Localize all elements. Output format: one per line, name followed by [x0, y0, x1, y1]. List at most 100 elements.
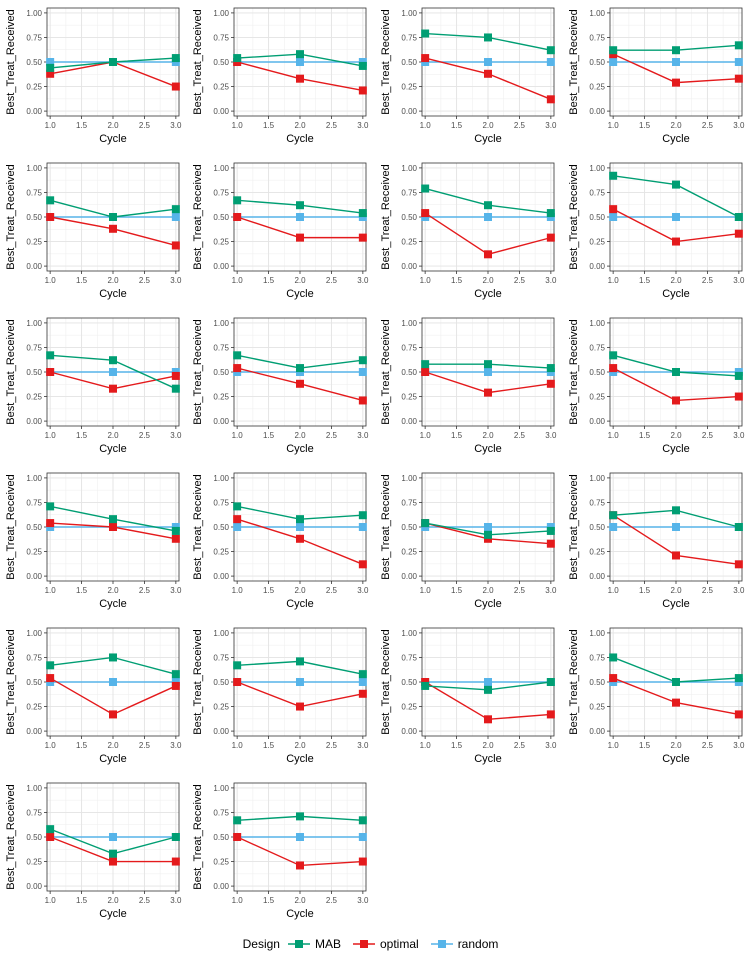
x-axis-title: Cycle	[99, 288, 127, 300]
data-point-random	[358, 678, 367, 686]
y-tick-label: 1.00	[401, 629, 417, 638]
y-tick-label: 0.75	[401, 188, 417, 197]
x-tick-label: 1.5	[76, 741, 88, 750]
x-axis-title: Cycle	[474, 133, 502, 145]
y-tick-label: 0.00	[401, 262, 417, 271]
data-point-optimal	[296, 233, 304, 242]
data-point-mab	[296, 657, 304, 666]
x-axis-title: Cycle	[662, 753, 690, 765]
y-tick-label: 0.00	[213, 572, 229, 581]
x-tick-label: 2.5	[514, 276, 526, 285]
x-axis-title: Cycle	[474, 443, 502, 455]
data-point-optimal	[171, 371, 180, 380]
x-axis-title: Cycle	[286, 288, 314, 300]
legend-item-optimal: optimal	[353, 937, 419, 951]
y-axis-title: Best_Treat_Received	[380, 319, 392, 424]
y-tick-label: 0.50	[401, 58, 417, 67]
data-point-optimal	[358, 857, 367, 866]
y-tick-label: 0.25	[213, 83, 229, 92]
y-tick-label: 0.00	[589, 417, 605, 426]
x-tick-label: 1.5	[639, 741, 651, 750]
data-point-mab	[233, 502, 242, 511]
data-point-optimal	[46, 213, 55, 221]
data-point-optimal	[672, 551, 680, 560]
facet-panel: 0.00 0.25 0.50 0.75 1.00 1.0 1.5 2.0 2.5 3.0 Cycle…	[5, 7, 182, 145]
y-tick-label: 0.25	[26, 393, 42, 402]
data-point-optimal	[609, 205, 618, 214]
data-point-mab	[672, 678, 680, 686]
x-tick-label: 3.0	[733, 276, 745, 285]
y-axis-title: Best_Treat_Received	[5, 319, 17, 424]
x-tick-label: 2.0	[107, 896, 119, 905]
x-axis-title: Cycle	[662, 598, 690, 610]
y-tick-label: 0.75	[401, 653, 417, 662]
y-tick-label: 0.25	[401, 393, 417, 402]
data-point-mab	[734, 371, 743, 380]
x-tick-label: 2.0	[482, 586, 494, 595]
data-point-mab	[734, 523, 743, 531]
data-point-optimal	[546, 95, 555, 104]
data-point-random	[672, 523, 680, 531]
data-point-random	[46, 58, 55, 66]
data-point-optimal	[358, 560, 367, 569]
y-tick-label: 0.75	[213, 33, 229, 42]
x-tick-label: 2.0	[107, 431, 119, 440]
data-point-mab	[46, 661, 55, 670]
data-point-mab	[46, 351, 55, 360]
x-tick-label: 1.0	[45, 741, 57, 750]
x-tick-label: 2.0	[294, 586, 306, 595]
data-point-optimal	[672, 237, 680, 246]
data-point-mab	[171, 205, 180, 214]
facet-panel: 0.00 0.25 0.50 0.75 1.00 1.0 1.5 2.0 2.5 3.0 Cycle…	[192, 627, 369, 765]
x-tick-label: 3.0	[733, 431, 745, 440]
x-tick-label: 3.0	[545, 586, 557, 595]
x-tick-label: 3.0	[170, 586, 182, 595]
data-point-random	[484, 58, 492, 66]
x-tick-label: 2.0	[107, 741, 119, 750]
facet-panel: 0.00 0.25 0.50 0.75 1.00 1.0 1.5 2.0 2.5 3.0 Cycle…	[192, 317, 369, 455]
data-point-optimal	[296, 379, 304, 388]
x-tick-label: 2.5	[702, 741, 714, 750]
y-tick-label: 0.75	[26, 343, 42, 352]
y-axis-title: Best_Treat_Received	[192, 474, 204, 579]
data-point-mab	[609, 171, 618, 180]
y-tick-label: 0.75	[213, 343, 229, 352]
y-tick-label: 0.50	[213, 58, 229, 67]
x-tick-label: 3.0	[357, 121, 369, 130]
data-point-mab	[46, 196, 55, 205]
legend-label-optimal: optimal	[380, 937, 419, 951]
y-tick-label: 1.00	[401, 164, 417, 173]
y-tick-label: 0.50	[213, 213, 229, 222]
data-point-mab	[609, 511, 618, 520]
y-tick-label: 0.25	[401, 548, 417, 557]
y-axis-title: Best_Treat_Received	[5, 474, 17, 579]
facet-panel: 0.00 0.25 0.50 0.75 1.00 1.0 1.5 2.0 2.5 3.0 Cycle…	[5, 782, 182, 920]
y-tick-label: 1.00	[26, 784, 42, 793]
data-point-optimal	[421, 54, 430, 63]
data-point-mab	[421, 184, 430, 193]
x-tick-label: 2.5	[326, 431, 338, 440]
y-tick-label: 0.50	[26, 368, 42, 377]
y-tick-label: 0.25	[26, 548, 42, 557]
x-tick-label: 2.0	[670, 276, 682, 285]
x-tick-label: 1.0	[420, 276, 432, 285]
y-tick-label: 0.25	[26, 703, 42, 712]
y-tick-label: 0.00	[213, 107, 229, 116]
x-tick-label: 1.0	[608, 741, 620, 750]
legend-label-mab: MAB	[314, 937, 341, 951]
data-point-mab	[171, 384, 180, 393]
y-tick-label: 0.00	[26, 262, 42, 271]
x-tick-label: 2.5	[326, 586, 338, 595]
x-tick-label: 3.0	[357, 276, 369, 285]
x-tick-label: 1.5	[639, 276, 651, 285]
data-point-mab	[296, 201, 304, 210]
x-tick-label: 1.5	[451, 431, 463, 440]
x-tick-label: 2.5	[702, 586, 714, 595]
x-tick-label: 1.0	[45, 121, 57, 130]
data-point-optimal	[358, 233, 367, 242]
y-tick-label: 0.75	[213, 653, 229, 662]
x-tick-label: 2.0	[107, 586, 119, 595]
data-point-optimal	[484, 715, 492, 724]
y-tick-label: 0.75	[26, 188, 42, 197]
x-tick-label: 2.5	[514, 121, 526, 130]
